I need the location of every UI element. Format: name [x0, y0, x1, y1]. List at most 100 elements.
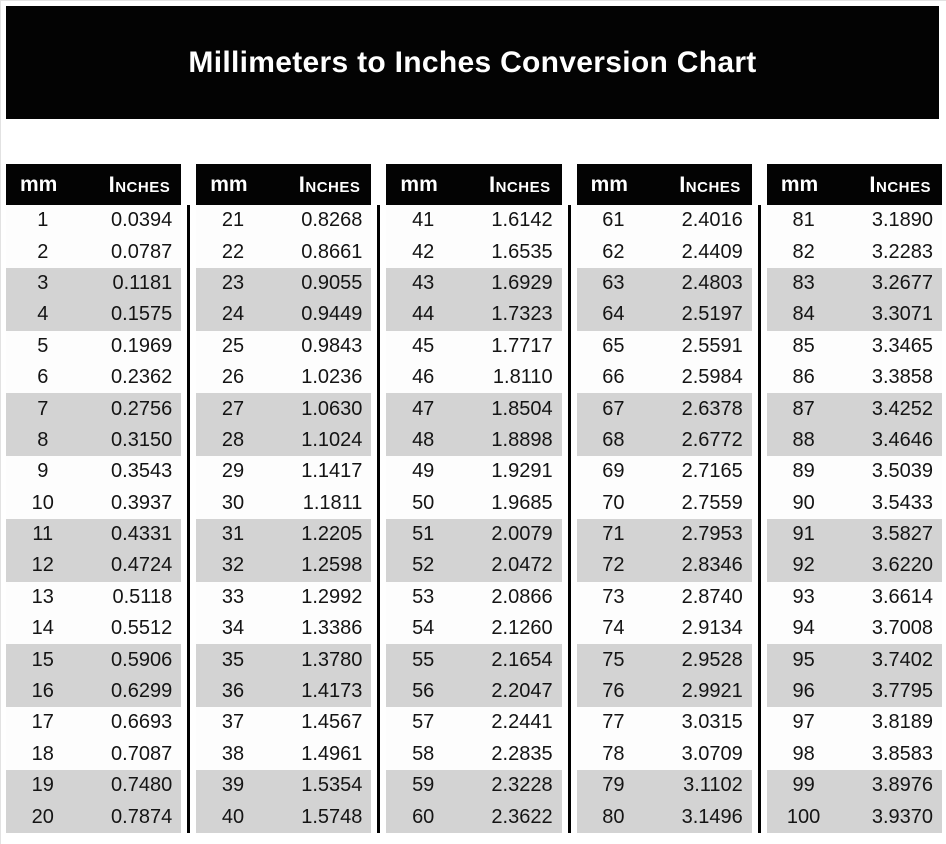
- inches-value: 1.3780: [301, 648, 363, 671]
- mm-value: 10: [31, 491, 54, 514]
- mm-value: 59: [412, 774, 435, 797]
- table-row: 81 3.1890: [766, 205, 943, 237]
- table-row: 73 2.8740: [576, 581, 752, 614]
- table-row: 52 2.0472: [386, 550, 562, 582]
- inches-value: 0.1181: [112, 271, 173, 294]
- inches-value: 0.3150: [111, 428, 173, 451]
- inches-value: 0.0787: [111, 240, 173, 263]
- table-row: 46 1.8110: [386, 361, 562, 394]
- table-row: 28 1.1024: [196, 424, 372, 457]
- inches-value: 0.4331: [111, 523, 173, 546]
- inches-value: 1.5748: [301, 805, 363, 828]
- mm-value: 11: [32, 523, 54, 546]
- table-row: 97 3.8189: [766, 707, 943, 739]
- inches-value: 1.2992: [301, 585, 363, 608]
- table-row: 35 1.3780: [196, 644, 372, 676]
- mm-value: 19: [31, 774, 54, 797]
- inches-value: 1.7323: [491, 303, 553, 326]
- inches-value: 2.4016: [681, 209, 743, 232]
- table-row: 24 0.9449: [196, 299, 372, 331]
- inches-value: 3.2283: [871, 240, 933, 263]
- mm-value: 36: [221, 680, 245, 703]
- inches-value: 3.4646: [871, 428, 933, 451]
- table-row: 66 2.5984: [576, 361, 752, 394]
- mm-value: 24: [221, 303, 245, 326]
- table-row: 31 1.2205: [196, 518, 372, 551]
- inches-value: 1.8110: [492, 366, 553, 389]
- table-row: 76 2.9921: [576, 675, 752, 708]
- mm-value: 70: [602, 491, 625, 514]
- table-row: 18 0.7087: [6, 738, 182, 771]
- column-header-mm: mm: [20, 172, 58, 196]
- table-row: 68 2.6772: [576, 424, 752, 457]
- inches-value: 2.7559: [681, 491, 743, 514]
- mm-value: 87: [792, 397, 815, 420]
- mm-value: 77: [602, 711, 625, 734]
- column-header-inches: Inches: [488, 171, 551, 197]
- column-header-row: mm Inches: [576, 164, 752, 205]
- table-row: 23 0.9055: [196, 267, 372, 300]
- table-row: 20 0.7874: [6, 801, 182, 833]
- table-row: 3 0.1181: [6, 267, 182, 300]
- mm-value: 32: [221, 554, 245, 577]
- mm-value: 91: [792, 523, 815, 546]
- mm-value: 97: [792, 711, 815, 734]
- inches-value: 2.4803: [681, 271, 743, 294]
- table-row: 14 0.5512: [6, 613, 182, 645]
- table-row: 33 1.2992: [196, 581, 372, 614]
- inches-value: 1.9685: [491, 491, 553, 514]
- column-divider: [757, 205, 761, 833]
- mm-value: 100: [786, 805, 821, 828]
- inches-value: 3.0709: [681, 742, 743, 765]
- inches-value: 2.6378: [681, 397, 743, 420]
- table-row: 32 1.2598: [196, 550, 372, 582]
- mm-value: 61: [602, 209, 625, 232]
- table-row: 19 0.7480: [6, 770, 182, 802]
- table-row: 17 0.6693: [6, 707, 182, 739]
- mm-value: 25: [221, 334, 245, 357]
- conversion-table: mm Inches 1 0.0394 2 0.0787 3 0.1181 4 0.1575 5 0.1…: [6, 164, 943, 833]
- table-row: 83 3.2677: [766, 267, 943, 300]
- inches-value: 0.5118: [112, 585, 173, 608]
- inches-value: 0.2362: [111, 366, 173, 389]
- table-row: 22 0.8661: [196, 236, 372, 268]
- inches-value: 2.1260: [491, 617, 553, 640]
- mm-value: 98: [792, 742, 815, 765]
- table-row: 40 1.5748: [196, 801, 372, 833]
- inches-value: 1.5354: [301, 774, 363, 797]
- table-row: 87 3.4252: [766, 393, 943, 425]
- mm-value: 73: [602, 585, 625, 608]
- mm-value: 12: [31, 554, 54, 577]
- inches-value: 3.5433: [871, 491, 933, 514]
- inches-value: 2.8740: [681, 585, 743, 608]
- mm-value: 85: [792, 334, 815, 357]
- inches-value: 3.5827: [871, 523, 933, 546]
- table-row: 60 2.3622: [386, 801, 562, 833]
- mm-value: 8: [37, 428, 49, 451]
- inches-value: 0.8661: [301, 240, 363, 263]
- table-row: 45 1.7717: [386, 330, 562, 362]
- table-row: 85 3.3465: [766, 330, 943, 362]
- mm-value: 94: [792, 617, 815, 640]
- table-row: 1 0.0394: [6, 205, 182, 237]
- table-row: 64 2.5197: [576, 299, 752, 331]
- inches-value: 3.2677: [871, 271, 933, 294]
- inches-value: 3.6614: [871, 585, 933, 608]
- table-row: 82 3.2283: [766, 236, 943, 268]
- table-row: 38 1.4961: [196, 738, 372, 771]
- mm-value: 15: [31, 648, 54, 671]
- table-row: 36 1.4173: [196, 675, 372, 708]
- table-row: 56 2.2047: [386, 675, 562, 708]
- inches-value: 1.8504: [491, 397, 553, 420]
- column-header-row: mm Inches: [386, 164, 562, 205]
- inches-value: 0.2756: [111, 397, 173, 420]
- page-title: Millimeters to Inches Conversion Chart: [188, 45, 757, 79]
- inches-value: 3.0315: [681, 711, 743, 734]
- inches-value: 2.6772: [681, 428, 743, 451]
- mm-value: 31: [221, 523, 245, 546]
- mm-value: 6: [37, 366, 49, 389]
- inches-value: 3.1496: [681, 805, 743, 828]
- mm-value: 45: [412, 334, 435, 357]
- inches-value: 0.8268: [301, 209, 363, 232]
- inches-value: 1.4173: [301, 680, 363, 703]
